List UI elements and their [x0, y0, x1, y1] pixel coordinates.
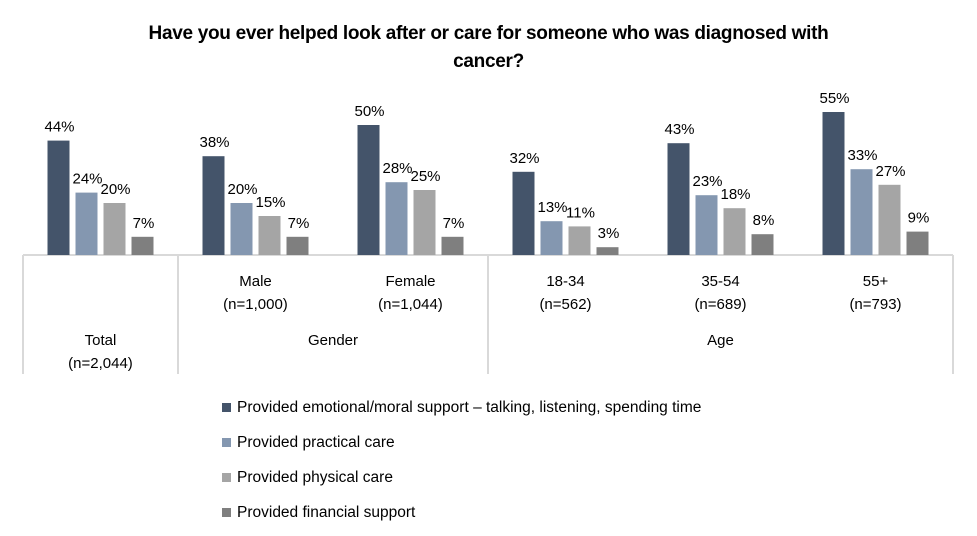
bar-chart: 44%24%20%7%38%20%15%7%50%28%25%7%32%13%1… [22, 90, 954, 374]
legend-swatch-icon [222, 508, 231, 517]
category-labels-layer: Male (n=1,000) Female (n=1,044) 18-34 (n=562)… [68, 273, 901, 372]
legend-swatch-icon [222, 403, 231, 412]
bar [131, 236, 154, 255]
bar [413, 190, 436, 255]
chart-title: Have you ever helped look after or care … [100, 20, 877, 76]
bar [751, 234, 774, 255]
category-label: 55+ [863, 273, 889, 290]
bars-layer [47, 112, 929, 255]
bar [202, 156, 225, 255]
bar [596, 247, 619, 255]
bar [258, 216, 281, 255]
legend-label: Provided physical care [237, 468, 393, 486]
category-sample-size: (n=562) [539, 296, 591, 313]
bar [906, 231, 929, 255]
data-label: 3% [598, 225, 620, 242]
data-label: 55% [819, 90, 849, 107]
bar [441, 236, 464, 255]
data-label: 8% [753, 212, 775, 229]
category-sample-size: (n=793) [849, 296, 901, 313]
bar [540, 221, 563, 255]
legend-swatch-icon [222, 473, 231, 482]
data-label: 15% [255, 194, 285, 211]
bar [47, 140, 70, 255]
data-label: 38% [199, 134, 229, 151]
legend-item: Provided practical care [222, 425, 701, 460]
data-label: 27% [875, 163, 905, 180]
chart-title-line-1: Have you ever helped look after or care … [148, 23, 829, 44]
bar [385, 182, 408, 255]
legend-swatch-icon [222, 438, 231, 447]
data-label: 20% [100, 181, 130, 198]
group-label: Total [85, 332, 117, 349]
category-label: 35-54 [701, 273, 739, 290]
bar [723, 208, 746, 255]
legend-item: Provided physical care [222, 460, 701, 495]
bar [822, 112, 845, 255]
bar [850, 169, 873, 255]
data-label: 20% [227, 181, 257, 198]
data-label: 9% [908, 210, 930, 227]
chart-title-line-2: cancer? [453, 51, 524, 72]
data-label: 18% [720, 186, 750, 203]
bar [512, 171, 535, 255]
category-label: Male [239, 273, 272, 290]
legend: Provided emotional/moral support – talki… [222, 390, 701, 530]
bar [667, 143, 690, 255]
data-label: 7% [443, 215, 465, 232]
data-label: 7% [133, 215, 155, 232]
bar [878, 184, 901, 255]
data-label: 24% [72, 171, 102, 188]
data-label: 23% [692, 173, 722, 190]
data-label: 50% [354, 103, 384, 120]
group-sample-size: (n=2,044) [68, 355, 133, 372]
bar [568, 226, 591, 255]
group-label: Gender [308, 332, 358, 349]
data-label: 7% [288, 215, 310, 232]
category-label: 18-34 [546, 273, 584, 290]
legend-item: Provided financial support [222, 495, 701, 530]
data-label: 13% [537, 199, 567, 216]
data-labels-layer: 44%24%20%7%38%20%15%7%50%28%25%7%32%13%1… [44, 90, 929, 242]
legend-label: Provided emotional/moral support – talki… [237, 398, 702, 416]
category-sample-size: (n=1,044) [378, 296, 443, 313]
legend-item: Provided emotional/moral support – talki… [222, 390, 701, 425]
legend-label: Provided financial support [237, 503, 416, 521]
category-label: Female [385, 273, 435, 290]
data-label: 32% [509, 150, 539, 167]
group-label: Age [707, 332, 734, 349]
bar [103, 203, 126, 255]
data-label: 44% [44, 119, 74, 136]
category-sample-size: (n=689) [694, 296, 746, 313]
axis-layer [22, 254, 954, 374]
bar [75, 192, 98, 255]
legend-label: Provided practical care [237, 433, 395, 451]
data-label: 28% [382, 160, 412, 177]
data-label: 33% [847, 147, 877, 164]
bar [286, 236, 309, 255]
bar [695, 195, 718, 255]
data-label: 43% [664, 121, 694, 138]
category-sample-size: (n=1,000) [223, 296, 288, 313]
data-label: 25% [410, 168, 440, 185]
bar [357, 125, 380, 255]
bar [230, 203, 253, 255]
data-label: 11% [566, 204, 595, 221]
